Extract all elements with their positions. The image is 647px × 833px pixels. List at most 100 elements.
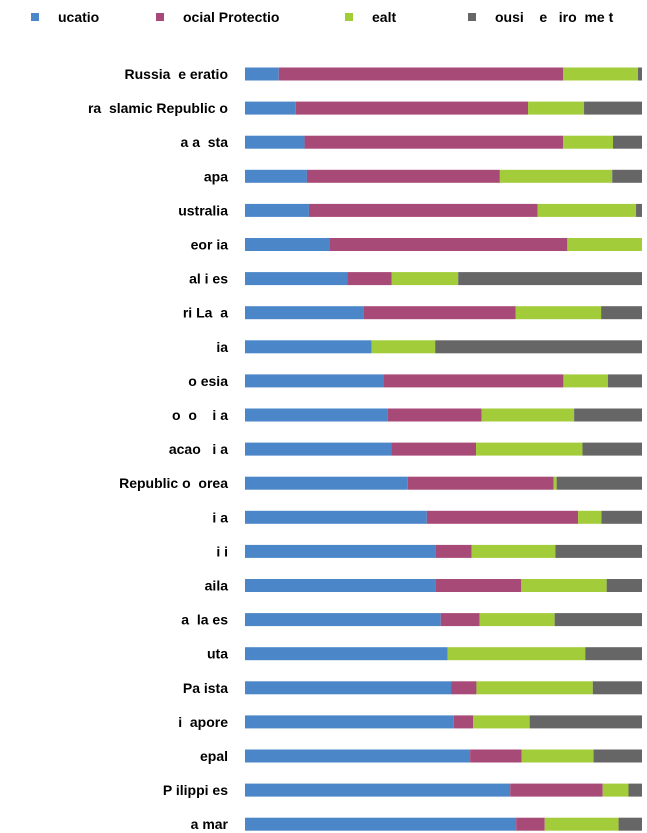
bar-row — [245, 681, 642, 695]
legend-item: ousi e iro me t — [468, 9, 614, 25]
bar-segment — [245, 476, 408, 490]
legend-swatch — [468, 13, 476, 21]
bar-segment — [606, 579, 642, 592]
bar-segment — [426, 510, 579, 524]
bar-segment — [278, 67, 563, 81]
bar-segment — [440, 613, 480, 627]
bar-segment — [458, 272, 642, 286]
bar-segment — [537, 203, 637, 217]
bar-segment — [567, 238, 642, 251]
legend-label: ealt — [372, 9, 396, 25]
bar-row — [245, 783, 642, 797]
bar-segment — [529, 715, 642, 729]
bar-segment — [638, 67, 642, 81]
bar-segment — [601, 510, 642, 524]
category-label: ia — [216, 339, 228, 355]
bar-segment — [592, 681, 642, 695]
bar-segment — [554, 613, 642, 627]
bar-segment — [245, 238, 330, 251]
legend-item: ocial Protectio — [156, 9, 279, 25]
bar-segment — [515, 306, 602, 320]
bar-row — [245, 272, 642, 286]
bar-segment — [245, 613, 441, 627]
bar-row — [245, 203, 643, 217]
legend-swatch — [156, 13, 164, 21]
bars — [245, 67, 643, 831]
bar-segment — [453, 715, 474, 729]
bar-row — [245, 408, 642, 422]
bar-segment — [555, 544, 642, 558]
bar-segment — [476, 681, 593, 695]
category-label: epal — [200, 748, 228, 764]
bar-row — [245, 374, 642, 388]
category-label: Republic o orea — [119, 475, 228, 491]
category-labels: Russia e eratio ra slamic Republic o a a s… — [88, 66, 229, 832]
bar-row — [245, 67, 642, 81]
bar-segment — [636, 203, 643, 217]
legend-item: ealt — [345, 9, 396, 25]
bar-segment — [245, 101, 296, 115]
legend: ucatio ocial Protectio ealt ousi e iro me t — [31, 9, 614, 25]
bar-segment — [574, 408, 642, 422]
bar-segment — [613, 135, 642, 149]
bar-segment — [471, 544, 556, 558]
bar-row — [245, 476, 642, 490]
bar-segment — [473, 715, 530, 729]
category-label: i i — [216, 543, 228, 559]
bar-segment — [544, 817, 619, 831]
bar-segment — [245, 544, 436, 558]
bar-segment — [371, 340, 436, 354]
legend-swatch — [345, 13, 353, 21]
bar-segment — [578, 510, 602, 524]
bar-segment — [363, 306, 516, 320]
bar-row — [245, 169, 642, 183]
bar-row — [245, 817, 642, 831]
category-label: ustralia — [178, 202, 228, 218]
bar-segment — [245, 374, 384, 388]
bar-segment — [481, 408, 575, 422]
bar-segment — [470, 749, 522, 763]
bar-segment — [383, 374, 564, 388]
bar-row — [245, 510, 642, 524]
bar-segment — [245, 408, 388, 422]
bar-segment — [451, 681, 477, 695]
category-label: Pa ista — [183, 680, 228, 696]
legend-label: ucatio — [58, 9, 99, 25]
bar-segment — [308, 203, 538, 217]
bar-segment — [245, 579, 436, 592]
bar-segment — [304, 135, 563, 149]
bar-segment — [245, 169, 307, 183]
bar-segment — [245, 715, 454, 729]
category-label: uta — [207, 646, 228, 662]
bar-segment — [329, 238, 568, 251]
bar-segment — [435, 340, 642, 354]
bar-segment — [563, 135, 614, 149]
bar-segment — [245, 783, 511, 797]
bar-segment — [347, 272, 392, 286]
category-label: Russia e eratio — [125, 66, 229, 82]
bar-row — [245, 238, 642, 251]
bar-row — [245, 579, 642, 592]
bar-segment — [245, 135, 305, 149]
category-label: P ilippi es — [163, 782, 228, 798]
bar-row — [245, 715, 642, 729]
bar-segment — [521, 579, 607, 592]
bar-segment — [245, 306, 364, 320]
bar-segment — [582, 442, 642, 456]
bar-segment — [245, 749, 471, 763]
category-label: i a — [212, 509, 228, 525]
bar-segment — [618, 817, 642, 831]
bar-segment — [435, 579, 522, 592]
bar-segment — [601, 306, 642, 320]
bar-segment — [612, 169, 642, 183]
bar-segment — [585, 647, 642, 661]
bar-segment — [245, 442, 392, 456]
legend-item: ucatio — [31, 9, 99, 25]
bar-segment — [593, 749, 642, 763]
bar-segment — [245, 203, 309, 217]
legend-label: ocial Protectio — [183, 9, 279, 25]
category-label: i apore — [178, 714, 228, 730]
bar-segment — [563, 67, 639, 81]
bar-segment — [245, 67, 279, 81]
